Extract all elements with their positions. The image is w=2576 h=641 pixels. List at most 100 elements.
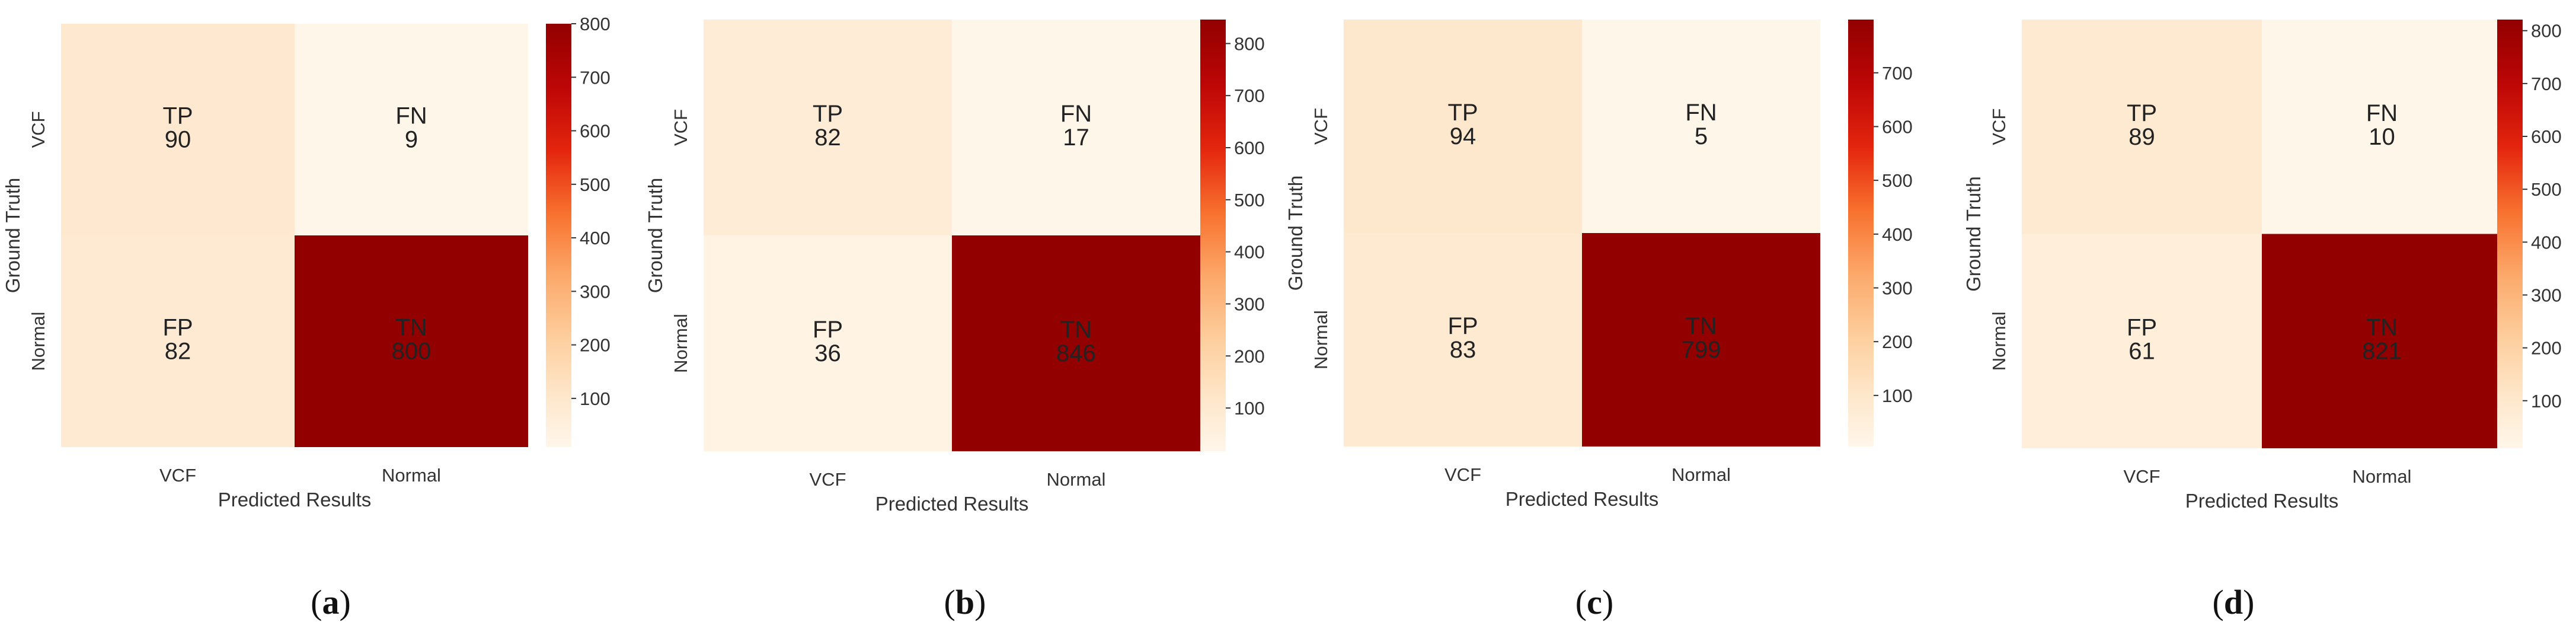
- cell-value: 61: [2128, 338, 2155, 364]
- heatmap-cell: [952, 20, 1200, 235]
- cell-label: TN: [395, 315, 427, 341]
- y-tick-label: Normal: [28, 312, 49, 371]
- colorbar-tick-label: 700: [1234, 85, 1265, 106]
- colorbar-tick-label: 100: [1882, 385, 1913, 406]
- cell-value: 10: [2369, 124, 2395, 150]
- colorbar-tick-label: 700: [1882, 63, 1913, 84]
- heatmap-cell: [2022, 20, 2262, 234]
- cell-value: 5: [1695, 123, 1708, 149]
- cell-value: 799: [1682, 337, 1721, 363]
- colorbar-tick-label: 500: [1882, 170, 1913, 191]
- cell-value: 82: [814, 125, 841, 151]
- cell-value: 82: [165, 339, 191, 365]
- cell-value: 821: [2362, 338, 2402, 364]
- heatmap-cell: [295, 235, 528, 447]
- panel-caption: (c): [1575, 583, 1613, 621]
- colorbar-tick-label: 800: [2531, 21, 2562, 42]
- cell-value: 36: [814, 340, 841, 366]
- cell-label: TP: [2127, 100, 2157, 126]
- x-tick-label: Normal: [382, 465, 441, 486]
- colorbar-tick-label: 600: [1234, 138, 1265, 158]
- cell-label: FP: [2127, 314, 2157, 340]
- x-tick-label: Normal: [2353, 466, 2412, 487]
- cell-value: 17: [1063, 125, 1089, 151]
- colorbar-tick-label: 300: [2531, 285, 2562, 305]
- heatmap-cell: [1344, 20, 1582, 233]
- y-axis-title: Ground Truth: [1284, 176, 1306, 291]
- x-tick-label: VCF: [810, 469, 846, 490]
- heatmap-cell: [2262, 234, 2502, 448]
- heatmap-cell: [295, 24, 528, 235]
- heatmap-cell: [704, 235, 952, 451]
- y-tick-label: Normal: [1989, 311, 2009, 371]
- cell-label: TN: [1060, 317, 1092, 343]
- cell-label: TP: [162, 103, 193, 129]
- panel-caption: (b): [944, 583, 986, 621]
- colorbar: [546, 24, 571, 447]
- heatmap-cell: [61, 24, 295, 235]
- colorbar-tick-label: 500: [1234, 190, 1265, 211]
- colorbar-tick-label: 200: [1234, 346, 1265, 366]
- y-tick-label: Normal: [670, 314, 691, 373]
- y-axis-title: Ground Truth: [1963, 176, 1984, 291]
- colorbar-tick-label: 100: [2531, 391, 2562, 412]
- colorbar-tick-label: 600: [580, 121, 611, 142]
- heatmap-cell: [952, 235, 1200, 451]
- cell-label: TP: [813, 101, 843, 127]
- cell-label: FN: [1685, 100, 1717, 126]
- colorbar-tick-label: 100: [580, 388, 611, 409]
- y-tick-label: VCF: [1989, 109, 2009, 145]
- x-tick-label: Normal: [1047, 469, 1106, 490]
- cell-label: TN: [1685, 313, 1717, 339]
- heatmap-cell: [1582, 233, 1820, 447]
- colorbar-tick-label: 500: [2531, 179, 2562, 200]
- y-tick-label: VCF: [28, 111, 49, 148]
- heatmap-cell: [1582, 20, 1820, 233]
- heatmap-cell: [704, 20, 952, 235]
- heatmap-cell: [2262, 20, 2502, 234]
- x-axis-title: Predicted Results: [218, 489, 372, 511]
- cell-value: 94: [1450, 123, 1476, 149]
- colorbar-tick-label: 800: [1234, 33, 1265, 54]
- panel-caption: (d): [2213, 583, 2255, 621]
- cell-value: 9: [405, 127, 418, 153]
- colorbar-tick-label: 800: [580, 14, 611, 34]
- x-axis-title: Predicted Results: [2185, 490, 2339, 512]
- colorbar-tick-label: 100: [1234, 398, 1265, 419]
- cell-value: 89: [2128, 124, 2155, 150]
- cell-label: FN: [1060, 101, 1092, 127]
- colorbar-tick-label: 700: [580, 67, 611, 88]
- cell-label: FP: [162, 315, 193, 341]
- x-tick-label: VCF: [159, 465, 196, 486]
- colorbar-tick-label: 300: [1234, 294, 1265, 314]
- colorbar-tick-label: 200: [580, 335, 611, 356]
- cell-label: FP: [1447, 313, 1478, 339]
- y-tick-label: VCF: [670, 109, 691, 146]
- cell-value: 846: [1056, 340, 1096, 366]
- y-tick-label: Normal: [1311, 310, 1331, 369]
- colorbar: [1848, 20, 1874, 447]
- x-axis-title: Predicted Results: [875, 493, 1029, 515]
- colorbar-tick-label: 400: [2531, 232, 2562, 253]
- cell-label: TP: [1447, 100, 1478, 126]
- cell-label: FN: [395, 103, 427, 129]
- colorbar-tick-label: 500: [580, 174, 611, 195]
- colorbar-tick-label: 300: [1882, 278, 1913, 298]
- colorbar-tick-label: 700: [2531, 74, 2562, 94]
- colorbar-tick-label: 200: [2531, 338, 2562, 359]
- cell-label: FN: [2366, 100, 2398, 126]
- colorbar: [1200, 20, 1226, 451]
- y-axis-title: Ground Truth: [2, 178, 24, 293]
- cell-value: 800: [392, 339, 432, 365]
- x-tick-label: VCF: [2124, 466, 2160, 487]
- x-tick-label: Normal: [1671, 464, 1731, 485]
- heatmap-cell: [2022, 234, 2262, 448]
- x-tick-label: VCF: [1444, 464, 1481, 485]
- cell-label: TN: [2366, 314, 2398, 340]
- colorbar-tick-label: 600: [1882, 116, 1913, 137]
